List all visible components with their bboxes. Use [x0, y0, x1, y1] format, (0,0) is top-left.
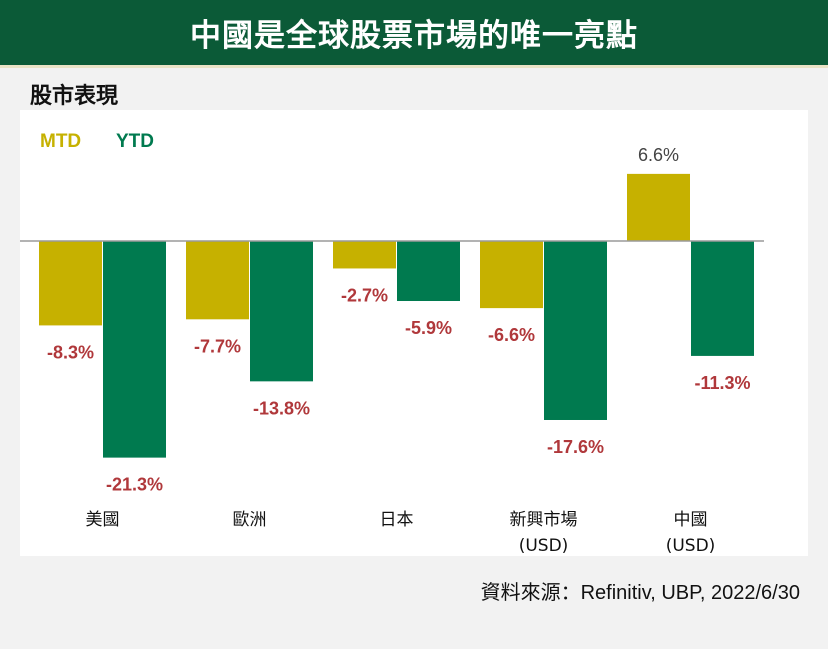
data-label-mtd-3: -6.6% — [488, 325, 535, 345]
legend-ytd: YTD — [116, 131, 154, 152]
category-label-3-1: (USD) — [519, 536, 569, 556]
category-label-4-0: 中國 — [674, 510, 708, 530]
category-label-4-1: (USD) — [666, 536, 716, 556]
legend-mtd: MTD — [40, 131, 81, 152]
data-label-mtd-1: -7.7% — [194, 336, 241, 356]
bar-mtd-4 — [627, 173, 690, 241]
bar-mtd-3 — [480, 241, 543, 309]
bar-ytd-1 — [250, 241, 313, 382]
chart-subtitle: 股市表現 — [30, 84, 119, 109]
data-label-mtd-0: -8.3% — [47, 342, 94, 362]
bar-ytd-4 — [691, 241, 754, 356]
bar-mtd-0 — [39, 241, 102, 326]
chart-panel: MTD YTD -8.3% -21.3% 美國 -7.7% -13.8% 歐洲 -2.7% -5.… — [20, 110, 808, 556]
data-label-ytd-0: -21.3% — [106, 475, 163, 495]
data-label-mtd-2: -2.7% — [341, 285, 388, 305]
data-label-mtd-4: 6.6% — [638, 145, 679, 165]
header-banner: 中國是全球股票市場的唯一亮點 — [0, 0, 828, 68]
page-title: 中國是全球股票市場的唯一亮點 — [190, 18, 638, 54]
bar-ytd-0 — [103, 241, 166, 458]
data-label-ytd-3: -17.6% — [547, 437, 604, 457]
data-label-ytd-4: -11.3% — [694, 373, 750, 393]
category-label-2-0: 日本 — [380, 510, 414, 530]
data-label-ytd-2: -5.9% — [405, 318, 452, 338]
bar-ytd-3 — [544, 241, 607, 420]
category-label-3-0: 新興市場 — [510, 510, 578, 530]
category-label-0-0: 美國 — [86, 510, 120, 530]
bar-ytd-2 — [397, 241, 460, 302]
category-label-1-0: 歐洲 — [233, 510, 267, 530]
bar-mtd-1 — [186, 241, 249, 320]
source-note: 資料來源：Refinitiv, UBP, 2022/6/30 — [480, 582, 800, 604]
bar-mtd-2 — [333, 241, 396, 269]
bar-chart: MTD YTD -8.3% -21.3% 美國 -7.7% -13.8% 歐洲 -2.7% -5.… — [20, 131, 764, 556]
data-label-ytd-1: -13.8% — [253, 398, 310, 418]
